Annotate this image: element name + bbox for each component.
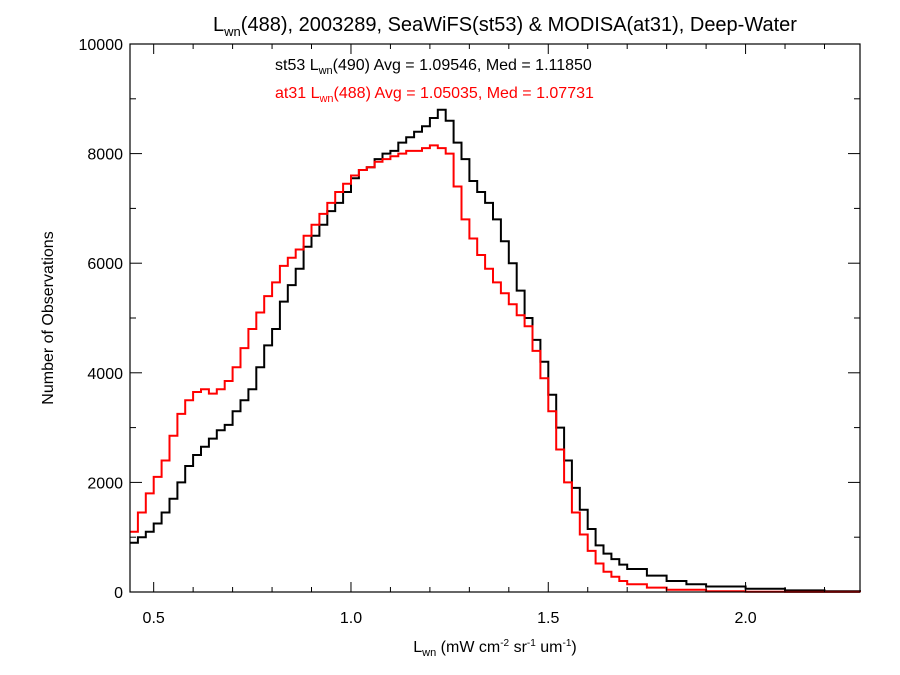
chart-title: Lwn(488), 2003289, SeaWiFS(st53) & MODIS… bbox=[213, 14, 797, 39]
xlabel-sup1: -2 bbox=[500, 638, 509, 649]
annotation-pre: at31 L bbox=[275, 85, 320, 102]
xlabel-sub: wn bbox=[421, 647, 436, 659]
y-tick-label: 8000 bbox=[87, 147, 123, 164]
stats-annotation-2: at31 Lwn(488) Avg = 1.05035, Med = 1.077… bbox=[275, 85, 594, 105]
series-line-2 bbox=[130, 144, 861, 593]
x-axis-label: Lwn (mW cm-2 sr-1 um-1) bbox=[413, 638, 576, 659]
annotation-post: (488) Avg = 1.05035, Med = 1.07731 bbox=[334, 85, 594, 102]
series-layer bbox=[130, 108, 861, 593]
ticks-layer: 0.5 1.0 1.5 2.0 0 2000 4000 6000 8000 10000 bbox=[79, 37, 860, 627]
x-tick-label: 1.0 bbox=[340, 610, 362, 627]
y-tick-label: 4000 bbox=[87, 366, 123, 383]
plot-frame bbox=[129, 43, 861, 593]
y-tick-label: 0 bbox=[114, 585, 123, 602]
series-line-1 bbox=[130, 108, 861, 593]
title-post: (488), 2003289, SeaWiFS(st53) & MODISA(a… bbox=[241, 14, 797, 36]
y-axis-label: Number of Observations bbox=[40, 231, 57, 404]
plot-area: 0.5 1.0 1.5 2.0 0 2000 4000 6000 8000 10000 bbox=[79, 37, 861, 627]
y-tick-label: 2000 bbox=[87, 475, 123, 492]
annotation-sub: wn bbox=[318, 93, 333, 105]
xlabel-mid1: (mW cm bbox=[436, 639, 500, 656]
title-sub: wn bbox=[223, 24, 241, 39]
title-pre: L bbox=[213, 14, 224, 36]
xlabel-mid3: um bbox=[536, 639, 563, 656]
xlabel-pre: L bbox=[413, 639, 422, 656]
xlabel-sup3: -1 bbox=[562, 638, 571, 649]
annotation-post: (490) Avg = 1.09546, Med = 1.11850 bbox=[333, 57, 592, 74]
x-tick-label: 2.0 bbox=[734, 610, 756, 627]
y-tick-label: 6000 bbox=[87, 256, 123, 273]
xlabel-post: ) bbox=[571, 639, 576, 656]
xlabel-mid2: sr bbox=[509, 639, 527, 656]
annotation-pre: st53 L bbox=[275, 57, 319, 74]
annotation-layer: st53 Lwn(490) Avg = 1.09546, Med = 1.118… bbox=[275, 57, 594, 105]
y-tick-label: 10000 bbox=[79, 37, 124, 54]
xlabel-sup2: -1 bbox=[527, 638, 536, 649]
annotation-sub: wn bbox=[318, 65, 333, 77]
stats-annotation-1: st53 Lwn(490) Avg = 1.09546, Med = 1.118… bbox=[275, 57, 592, 77]
x-tick-label: 1.5 bbox=[537, 610, 559, 627]
x-tick-label: 0.5 bbox=[143, 610, 165, 627]
